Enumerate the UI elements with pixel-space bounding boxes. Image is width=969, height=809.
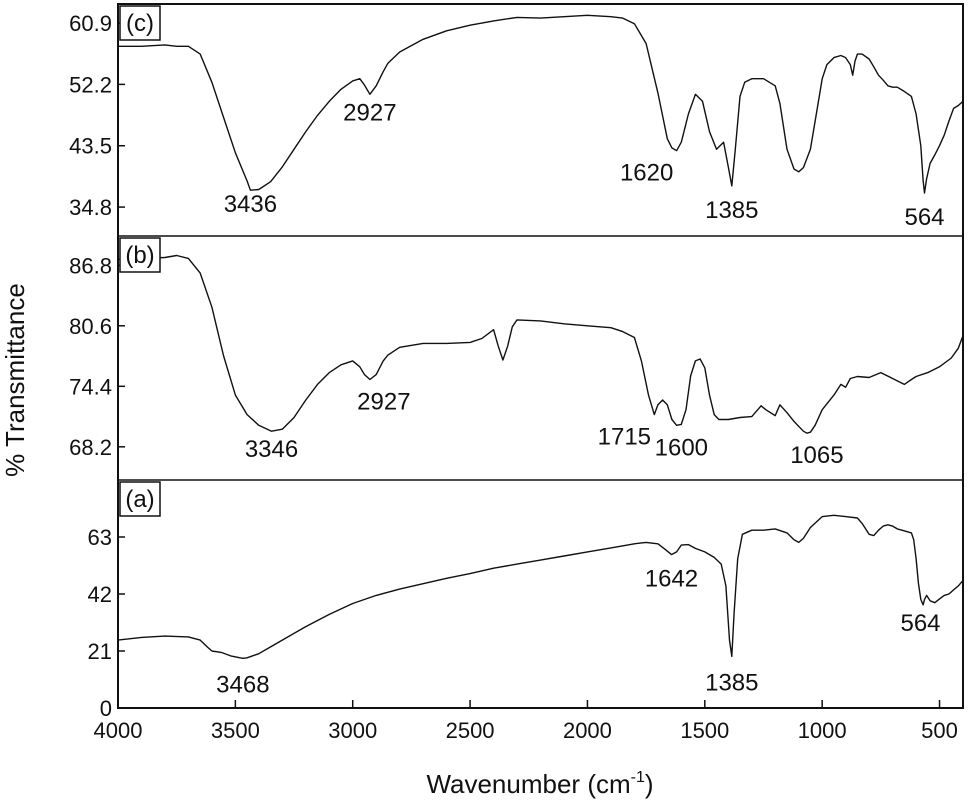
peak-label: 2927 (357, 388, 410, 415)
spectrum-line (117, 514, 964, 659)
x-tick-label: 500 (921, 718, 958, 743)
peak-label: 1385 (705, 197, 758, 224)
panel-tag: (b) (119, 237, 161, 273)
peak-label: 1600 (655, 434, 708, 461)
panel-tag: (a) (119, 481, 161, 517)
panel-a: 63 42 21 0 3468 1642 1385 564 (a) (88, 479, 964, 721)
y-tick-label: 74.4 (69, 374, 112, 399)
panel-tag-label: (b) (125, 242, 154, 269)
peak-label: 564 (900, 610, 940, 637)
peak-label: 1642 (645, 566, 698, 593)
panel-tag-box (119, 481, 161, 517)
panel-c: 60.9 52.2 43.5 34.8 3436 2927 1620 1385 564 (c) (69, 5, 964, 231)
peak-label: 3346 (245, 436, 298, 463)
y-tick-label: 60.9 (69, 11, 112, 36)
x-tick-label: 2500 (446, 718, 495, 743)
y-tick-label: 63 (88, 525, 112, 550)
panel-tag-label: (c) (126, 10, 154, 37)
x-tick-label: 4000 (94, 718, 143, 743)
y-tick-label: 52.2 (69, 72, 112, 97)
peak-label: 1715 (598, 424, 651, 451)
panels-layer: 60.9 52.2 43.5 34.8 3436 2927 1620 1385 564 (c) 86… (69, 5, 964, 721)
x-tick-label: 3000 (328, 718, 377, 743)
panel-b: 86.8 80.6 74.4 68.2 3346 2927 1715 1600 1065 (b) (69, 235, 964, 469)
y-tick-label: 21 (88, 639, 112, 664)
x-tick-label: 3500 (211, 718, 260, 743)
x-tick-label: 1500 (680, 718, 729, 743)
peak-label: 2927 (343, 99, 396, 126)
peak-label: 1065 (790, 442, 843, 469)
panel-tag-box (119, 5, 161, 41)
peak-label: 1620 (620, 160, 673, 187)
y-tick-label: 0 (100, 696, 112, 721)
y-tick-label: 43.5 (69, 134, 112, 159)
peak-label: 3436 (224, 191, 277, 218)
panel-tag-box (119, 237, 161, 273)
peak-label: 3468 (216, 671, 269, 698)
plot-frame (117, 3, 964, 709)
y-tick-label: 86.8 (69, 253, 112, 278)
y-tick-label: 34.8 (69, 195, 112, 220)
y-tick-label: 80.6 (69, 314, 112, 339)
panel-tag: (c) (119, 5, 161, 41)
x-axis-title: Wavenumber (cm-1) (426, 769, 653, 799)
peak-label: 1385 (705, 669, 758, 696)
spectrum-line (118, 14, 964, 194)
spectrum-line (117, 254, 964, 434)
x-tick-label: 1000 (798, 718, 847, 743)
x-axis: 4000 3500 3000 2500 2000 1500 1000 500 (94, 700, 958, 743)
peak-label: 564 (904, 204, 944, 231)
y-tick-label: 68.2 (69, 435, 112, 460)
x-tick-label: 2000 (563, 718, 612, 743)
y-axis-title: % Transmittance (0, 283, 30, 477)
panel-tag-label: (a) (125, 486, 154, 513)
y-tick-label: 42 (88, 582, 112, 607)
